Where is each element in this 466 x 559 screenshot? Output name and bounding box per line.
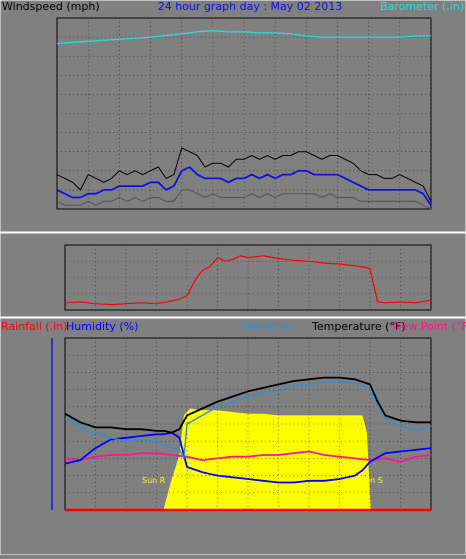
humidity-axis-label: Humidity (%): [66, 320, 138, 333]
wind-direction-line: [64, 255, 432, 306]
wind-min-line: [56, 189, 432, 210]
sun-set-label: Sun S: [360, 476, 383, 485]
dewpoint-axis-label: Dew Point (°F): [393, 320, 466, 333]
barometer-line: [56, 30, 431, 45]
temperature-line: [64, 376, 431, 434]
sun-rise-label: Sun R: [142, 476, 166, 485]
solar-radiation-area: [163, 408, 371, 510]
windchill-label: Windchill: [242, 320, 292, 333]
humidity-line: [64, 431, 432, 484]
windspeed-axis-label: Windspeed (mph): [2, 0, 100, 13]
wind-barometer-panel: Windspeed (mph) 24 hour graph day : May …: [0, 0, 466, 233]
wind-avg-line: [56, 166, 432, 206]
panel1-border: [0, 0, 466, 233]
rainfall-axis-label: Rainfall (.in): [1, 320, 68, 333]
temperature-humidity-panel: Rainfall (.in) Humidity (%) Windchill Te…: [0, 317, 466, 556]
panel2-border: [0, 232, 466, 318]
dewpoint-line: [64, 450, 432, 463]
barometer-axis-label: Barometer (.in): [380, 0, 464, 13]
windchill-line: [64, 380, 432, 460]
temperature-axis-label: Temperature (°F): [311, 320, 406, 333]
wind-max-line: [56, 147, 432, 202]
chart-title: 24 hour graph day : May 02 2013: [158, 0, 343, 13]
wind-direction-panel: [0, 232, 466, 318]
